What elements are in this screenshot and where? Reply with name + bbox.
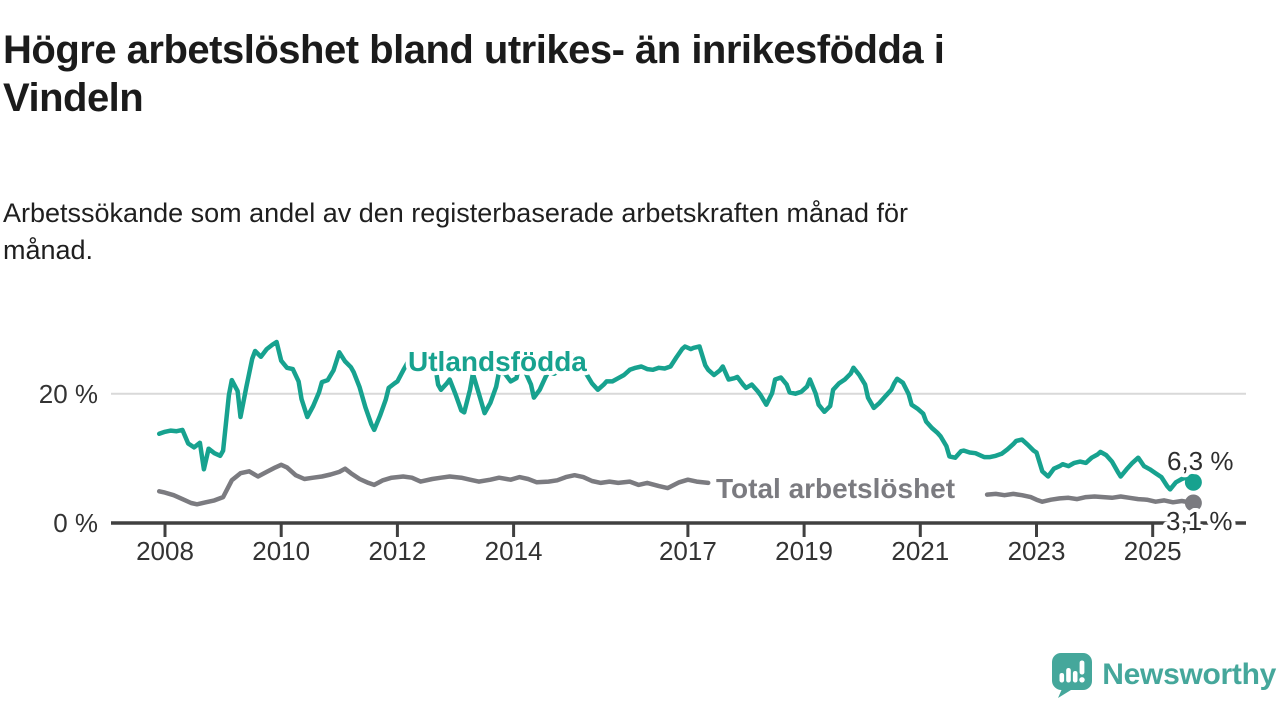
- end-value-label-total: 3,1 %: [1166, 506, 1233, 536]
- page-title-line-2: Vindeln: [3, 76, 144, 120]
- series-lines: [156, 339, 1196, 507]
- page-title: Högre arbetslöshet bland utrikes- än inr…: [3, 26, 1203, 122]
- y-axis-tick-label-0: 0 %: [53, 508, 98, 538]
- series-label-total-arbetsloshet: Total arbetslöshet: [716, 473, 955, 504]
- x-axis-tick-label-2010: 2010: [252, 536, 310, 566]
- series-line-1-seg-1: [984, 491, 1196, 506]
- x-axis-tick-label-2025: 2025: [1124, 536, 1182, 566]
- series-line-0-seg-0: [156, 339, 1196, 492]
- page-title-line-1: Högre arbetslöshet bland utrikes- än inr…: [3, 28, 945, 72]
- x-axis-tick-label-2017: 2017: [659, 536, 717, 566]
- x-axis-tick-label-2008: 2008: [136, 536, 194, 566]
- series-end-dots: [1184, 473, 1202, 512]
- x-axis: 2008 2010 2012 2014 2017 2019 2021 2023 2025: [111, 521, 1246, 566]
- series-line-1-seg-0: [156, 462, 711, 507]
- y-axis-tick-label-20: 20 %: [39, 379, 98, 409]
- newsworthy-logo: Newsworthy: [1051, 650, 1276, 700]
- page-subtitle-line-2: månad.: [3, 235, 94, 265]
- x-axis-tick-label-2014: 2014: [485, 536, 543, 566]
- end-value-label-utlandsfodda: 6,3 %: [1167, 446, 1234, 476]
- end-dot-series-1: [1184, 494, 1202, 512]
- end-dot-series-0: [1184, 473, 1202, 491]
- page-subtitle: Arbetssökande som andel av den registerb…: [3, 195, 1203, 269]
- series-label-utlandsfodda: Utlandsfödda: [408, 346, 587, 377]
- page-subtitle-line-1: Arbetssökande som andel av den registerb…: [3, 198, 909, 228]
- bar-chart-speech-bubble-icon: [1052, 652, 1093, 698]
- x-axis-tick-label-2021: 2021: [891, 536, 949, 566]
- x-axis-tick-label-2023: 2023: [1008, 536, 1066, 566]
- x-axis-tick-label-2019: 2019: [775, 536, 833, 566]
- newsworthy-brand-text: Newsworthy: [1102, 658, 1276, 691]
- x-axis-tick-label-2012: 2012: [368, 536, 426, 566]
